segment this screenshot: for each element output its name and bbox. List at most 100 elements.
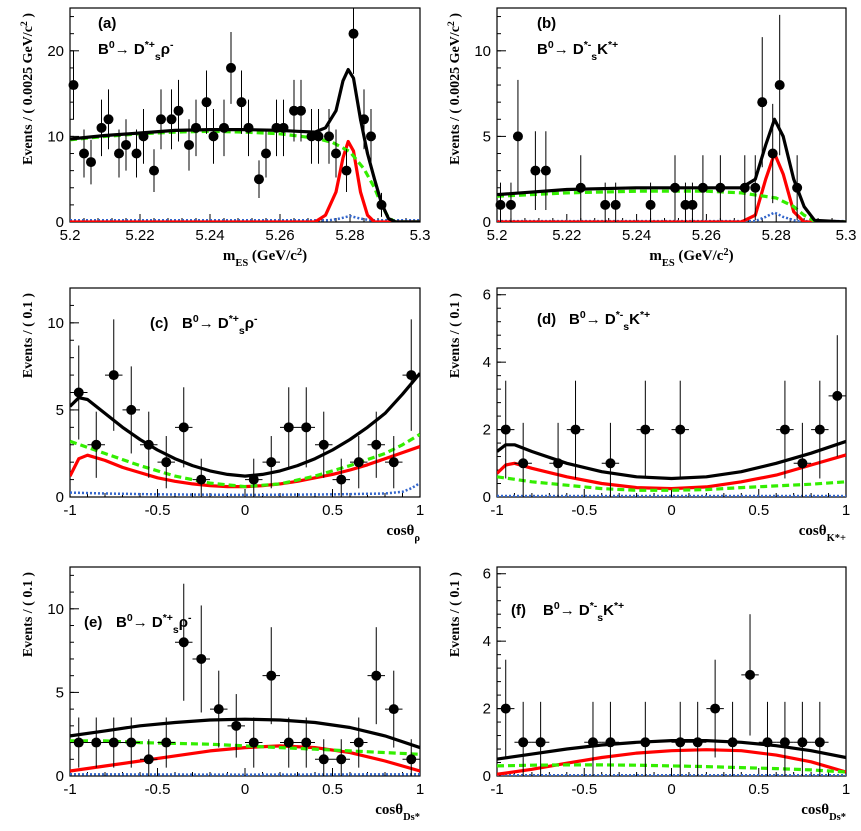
data-point [758,701,777,776]
data-point [774,14,785,156]
x-tick-label: 0.5 [322,781,343,798]
data-marker [610,199,621,210]
data-marker [79,148,89,159]
x-axis-label: cosθρ [387,523,421,544]
data-marker [178,637,189,648]
data-marker [208,131,219,142]
data-marker [675,737,686,748]
decay-title: B0→ D*-sK*+ [543,600,624,624]
data-marker [184,139,194,150]
data-marker [96,122,107,133]
data-point [636,380,655,479]
data-marker [353,737,364,748]
chart-panel-d: -1 -0.5 0 0.5 1 0 2 4 6 (d) B0→ D*-sK*+ cosθK*+ Even… [448,287,850,544]
data-point [296,79,306,142]
plot-frame [496,566,847,777]
data-marker [296,105,306,116]
data-marker [500,703,511,714]
data-marker [779,424,790,435]
data-marker [313,131,324,142]
data-point [245,717,263,768]
data-marker [692,737,703,748]
data-point [278,99,289,157]
y-tick-label: 0 [483,489,491,506]
data-marker [388,457,399,468]
data-point [201,70,212,134]
data-point [70,717,88,768]
data-point [601,422,620,497]
data-point [385,436,403,489]
data-marker [353,457,364,468]
data-marker [371,439,382,450]
data-point [549,422,567,497]
data-point [262,627,280,725]
x-tick-label: 1 [842,502,850,519]
y-tick-label: 10 [47,601,64,618]
y-tick-label: 10 [474,43,491,60]
x-tick-label: 5.22 [552,227,581,244]
data-point [350,717,368,768]
data-point [208,109,219,164]
data-point [669,155,680,221]
data-point [271,99,282,157]
data-point [105,319,123,431]
data-marker [318,754,329,765]
data-marker [535,737,546,748]
x-axis-label: mES (GeV/c2) [223,247,307,269]
data-marker [348,28,359,39]
curve-signal [70,139,420,222]
curve-total [70,717,420,750]
data-point [706,659,724,758]
data-marker [86,157,96,168]
data-marker [814,424,825,435]
data-point [96,99,107,157]
data-marker [149,165,159,176]
x-tick-label: 1 [416,502,424,519]
data-point [350,436,368,489]
data-marker [687,199,698,210]
data-marker [301,422,312,433]
data-marker [336,754,347,765]
y-tick-label: 20 [47,43,64,60]
data-point [610,182,621,222]
data-marker [231,720,242,731]
data-point [114,129,124,178]
data-point [376,192,387,217]
x-tick-label: -1 [490,502,503,519]
data-point [540,131,551,211]
data-marker [745,669,756,680]
data-marker [341,165,352,176]
data-point [792,155,803,221]
decay-title: B0→ D*+sρ- [182,313,258,337]
data-point [497,659,515,758]
data-point [173,79,184,142]
x-tick-label: -1 [490,781,503,798]
data-marker [266,457,277,468]
data-marker [727,737,738,748]
data-marker [575,182,586,193]
data-marker [640,424,651,435]
data-marker [388,704,399,715]
data-marker [213,704,224,715]
x-tick-label: 5.3 [836,227,857,244]
data-point [671,380,689,479]
x-tick-label: 5.28 [762,227,791,244]
x-tick-label: -0.5 [571,781,597,798]
data-point [348,8,359,74]
x-tick-label: 0 [241,502,249,519]
data-marker [605,458,616,469]
data-marker [236,97,247,108]
data-marker [371,670,382,681]
y-tick-label: 5 [56,684,64,701]
x-tick-label: 1 [416,781,424,798]
data-marker [161,457,172,468]
data-point [245,458,263,497]
data-point [332,458,350,497]
data-marker [306,131,317,142]
data-point [776,701,794,776]
data-point [671,701,689,776]
x-tick-label: 5.2 [487,227,508,244]
x-tick-label: -0.5 [571,502,597,519]
data-point [566,380,585,479]
